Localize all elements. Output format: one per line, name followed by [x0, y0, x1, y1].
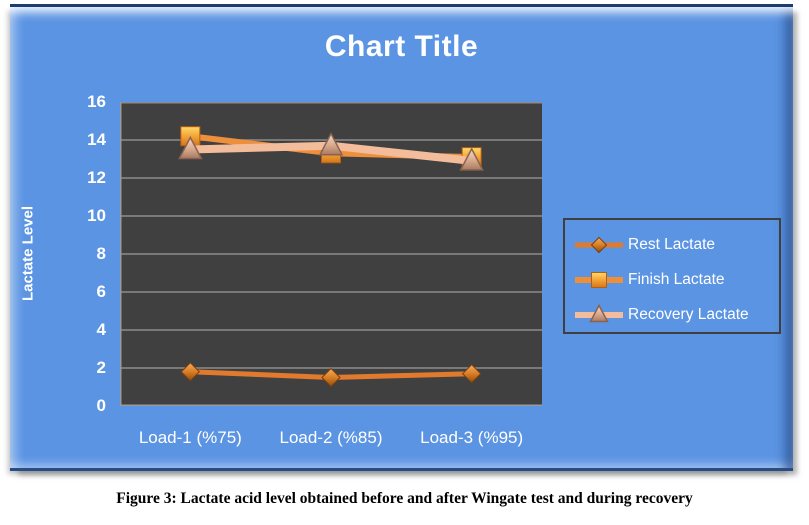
y-tick-label: 8 — [96, 244, 106, 263]
legend-swatch — [575, 303, 623, 322]
diamond-marker — [461, 363, 482, 384]
square-marker — [591, 271, 607, 288]
legend-label: Recovery Lactate — [628, 305, 749, 323]
diamond-marker — [321, 367, 341, 388]
triangle-marker — [318, 132, 344, 156]
legend-item-recovery-lactate[interactable]: Recovery Lactate — [575, 298, 779, 332]
x-category-label: Load-2 (%85) — [279, 428, 383, 447]
series-recovery-lactate — [178, 132, 484, 171]
triangle-marker — [178, 135, 203, 160]
diamond-marker — [590, 236, 608, 253]
diamond-marker — [180, 362, 201, 382]
legend-label: Rest Lactate — [628, 235, 716, 253]
figure-caption: Figure 3: Lactate acid level obtained be… — [116, 490, 693, 507]
legend-item-finish-lactate[interactable]: Finish Lactate — [575, 263, 779, 297]
y-tick-label: 12 — [87, 168, 106, 187]
y-tick-label: 10 — [87, 206, 106, 225]
x-category-label: Load-3 (%95) — [420, 428, 524, 447]
legend-swatch — [575, 271, 623, 288]
y-tick-label: 4 — [96, 320, 106, 339]
y-tick-label: 14 — [87, 130, 106, 149]
y-tick-label: 16 — [87, 92, 106, 111]
plot-area[interactable] — [120, 102, 542, 406]
y-tick-label: 2 — [96, 358, 106, 377]
triangle-marker — [589, 303, 609, 322]
y-tick-label: 0 — [96, 396, 106, 415]
legend-label: Finish Lactate — [628, 270, 725, 288]
legend-swatch — [575, 236, 623, 253]
triangle-marker — [459, 147, 484, 171]
legend[interactable]: Rest Lactate Finish Lactate Recovery Lacta… — [563, 218, 781, 334]
x-category-label: Load-1 (%75) — [138, 428, 242, 447]
plot-svg — [120, 102, 542, 406]
y-tick-label: 6 — [96, 282, 106, 301]
series-rest-lactate — [180, 362, 482, 388]
chart-frame[interactable]: Chart Title Lactate Level 0 2 4 6 8 10 12 14 16 — [10, 4, 793, 471]
legend-item-rest-lactate[interactable]: Rest Lactate — [575, 228, 779, 262]
chart-title: Chart Title — [324, 30, 479, 63]
